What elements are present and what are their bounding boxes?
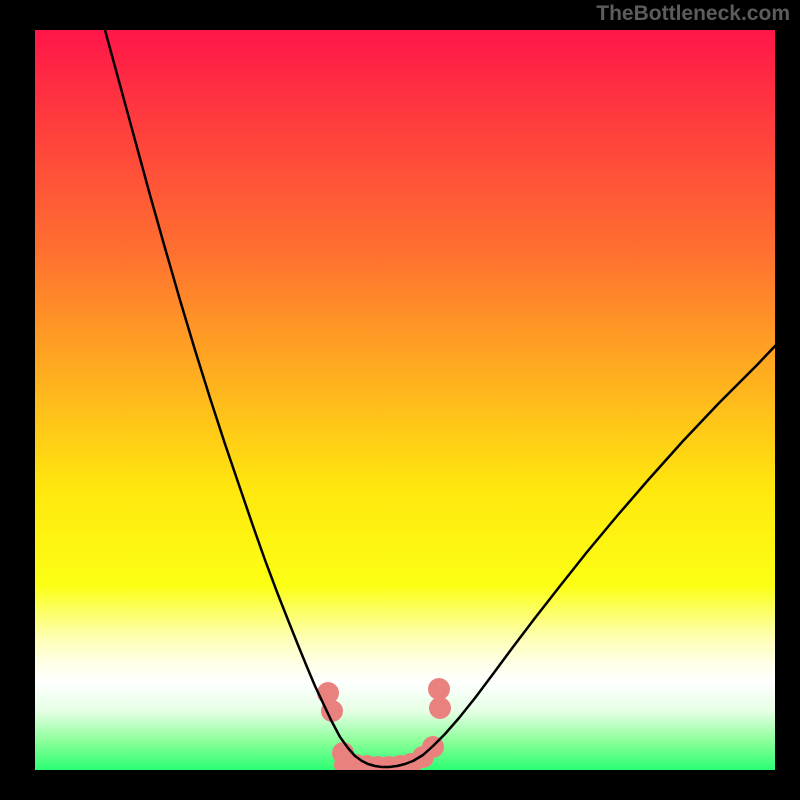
watermark-text: TheBottleneck.com: [596, 2, 790, 26]
data-marker: [428, 678, 450, 700]
gradient-background: [35, 30, 775, 770]
chart-container: TheBottleneck.com: [0, 0, 800, 800]
plot-area: [35, 30, 775, 770]
data-marker: [429, 697, 451, 719]
plot-svg: [35, 30, 775, 770]
